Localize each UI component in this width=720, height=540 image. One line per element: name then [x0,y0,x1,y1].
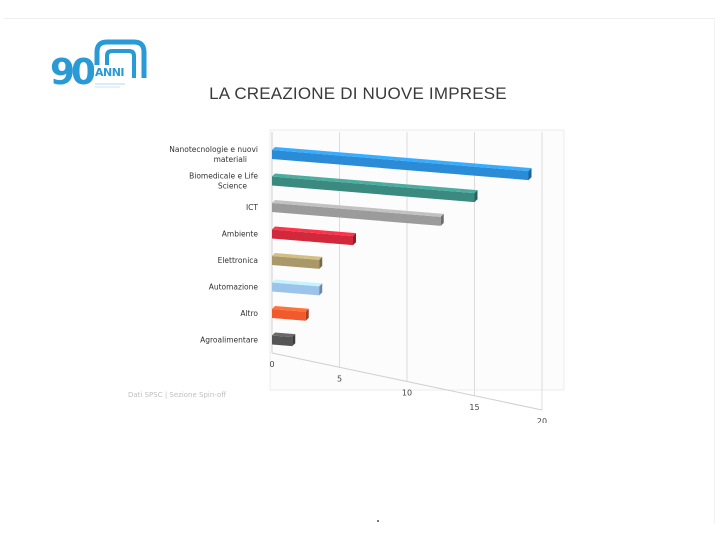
bar-front-2 [272,203,441,226]
bar-end-0 [528,168,532,181]
bar-end-2 [440,213,444,226]
bar-5 [272,279,323,296]
bar-end-3 [353,233,356,246]
bar-0 [272,147,532,181]
x-axis-line [271,352,543,411]
bar-end-5 [319,283,323,296]
bar-front-1 [272,176,475,203]
logo-number: 90 [50,52,95,93]
category-label-4: Elettronica [218,256,258,265]
category-label-3: Ambiente [222,230,259,239]
bar-top-3 [272,226,356,237]
bar-top-4 [272,253,323,260]
page-mark [377,520,379,522]
bar-top-0 [272,147,532,172]
bar-3 [272,226,356,246]
category-label-7: Agroalimentare [200,336,258,345]
category-label-1: Biomedicale e Life Science [189,172,258,191]
bar-front-4 [272,256,320,269]
bar-1 [272,173,478,203]
category-label-5: Automazione [209,283,259,292]
bar-7 [272,332,296,347]
slide-frame [4,18,715,524]
logo-graphic: 90 ANNI [50,39,147,93]
bar-chart-svg: 0 5 10 15 20 Nanotecnologie e nuovi materiali B… [169,129,565,423]
bar-top-5 [272,279,323,287]
bar-top-2 [272,200,444,217]
category-label-2: ICT [246,203,258,212]
bar-front-7 [272,335,293,347]
cnr-90-anni-logo: 90 ANNI [50,38,155,94]
source-note: Dati SPSC | Sezione Spin-off [128,391,227,399]
bar-front-0 [272,150,529,181]
bar-end-6 [305,308,309,321]
bar-2 [272,200,444,226]
category-label-0: Nanotecnologie e nuovi materiali [169,145,258,164]
bar-front-6 [272,309,306,321]
bar-top-6 [272,306,309,312]
bar-end-7 [292,334,296,347]
bar-top-7 [272,332,296,338]
logo-word: ANNI [95,66,124,79]
bar-front-5 [272,282,320,296]
x-tick-label-20: 20 [537,417,547,423]
bar-end-1 [474,190,478,203]
category-label-6: Altro [240,309,258,318]
bar-6 [272,306,309,321]
x-tick-label-15: 15 [469,403,479,412]
bar-front-3 [272,229,353,246]
slide-title: LA CREAZIONE DI NUOVE IMPRESE [209,84,507,103]
x-tick-label-5: 5 [337,374,342,383]
x-tick-label-0: 0 [269,360,274,369]
bar-end-4 [319,256,323,269]
bar-top-1 [272,173,478,194]
bar-chart: 0 5 10 15 20 Nanotecnologie e nuovi materiali B… [110,128,630,423]
bar-4 [272,253,323,269]
x-tick-label-10: 10 [402,389,412,398]
